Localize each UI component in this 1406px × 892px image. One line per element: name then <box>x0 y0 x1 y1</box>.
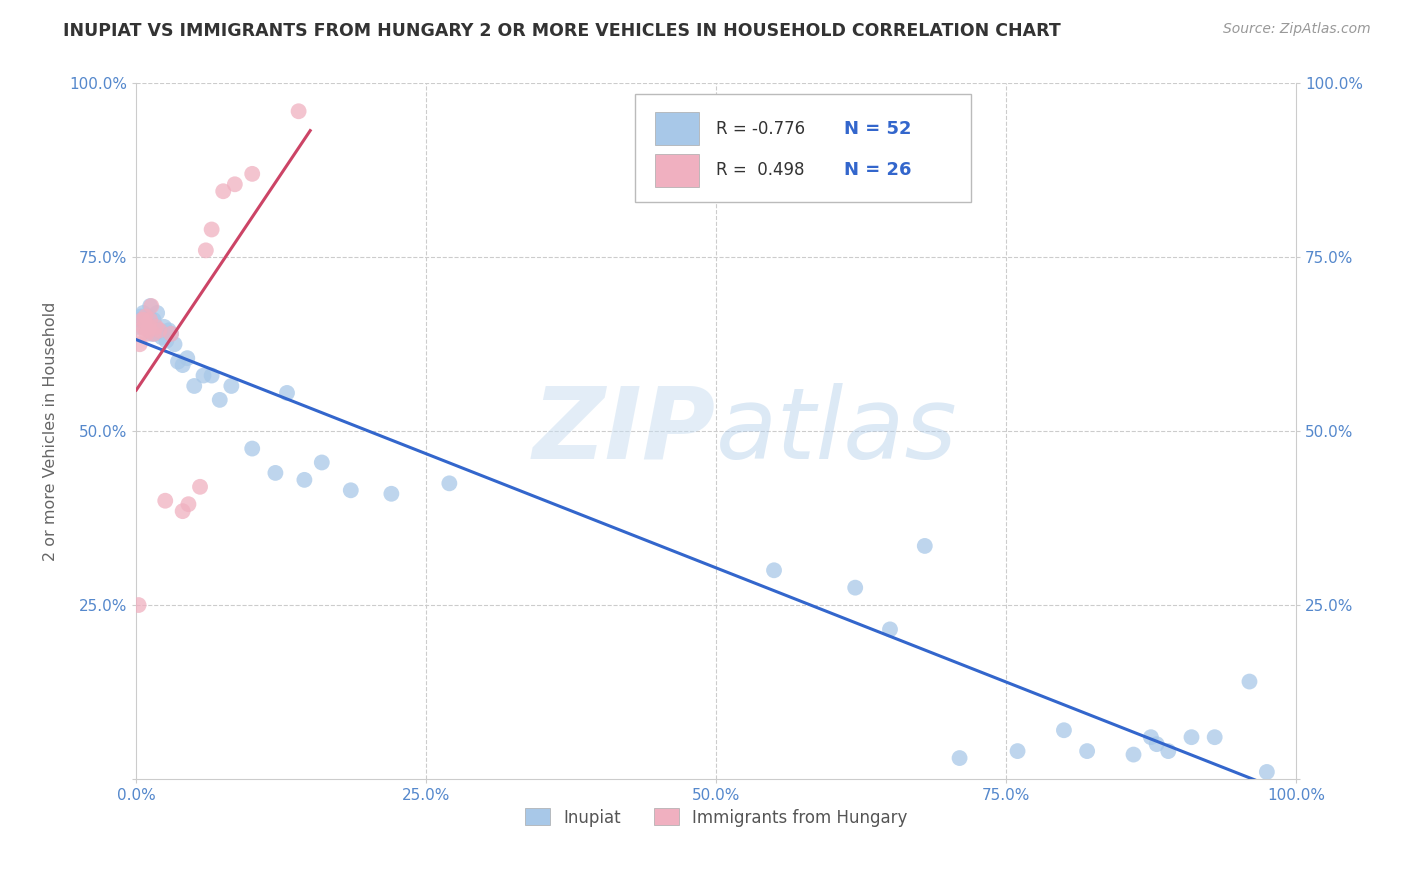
Point <box>1053 723 1076 738</box>
Point <box>153 319 176 334</box>
FancyBboxPatch shape <box>655 153 699 187</box>
Point <box>294 473 316 487</box>
Text: atlas: atlas <box>716 383 957 480</box>
Point <box>176 351 198 366</box>
Point <box>221 379 243 393</box>
Point <box>141 326 163 341</box>
Point <box>193 368 215 383</box>
Point <box>155 334 177 348</box>
Text: INUPIAT VS IMMIGRANTS FROM HUNGARY 2 OR MORE VEHICLES IN HOUSEHOLD CORRELATION C: INUPIAT VS IMMIGRANTS FROM HUNGARY 2 OR … <box>63 22 1062 40</box>
Point <box>1204 730 1226 744</box>
Point <box>135 317 157 331</box>
FancyBboxPatch shape <box>655 112 699 145</box>
Point <box>1140 730 1163 744</box>
Point <box>183 379 205 393</box>
Point <box>150 330 173 344</box>
Point <box>172 358 194 372</box>
Point <box>1076 744 1098 758</box>
Point <box>138 319 160 334</box>
Point <box>1180 730 1202 744</box>
Point <box>129 310 152 324</box>
Text: N = 26: N = 26 <box>844 161 911 179</box>
Point <box>188 480 211 494</box>
Point <box>131 313 153 327</box>
Point <box>128 319 150 334</box>
Y-axis label: 2 or more Vehicles in Household: 2 or more Vehicles in Household <box>44 301 58 561</box>
Point <box>240 167 263 181</box>
Point <box>139 299 162 313</box>
Point <box>135 310 157 324</box>
Point <box>264 466 287 480</box>
Text: ZIP: ZIP <box>533 383 716 480</box>
Point <box>148 323 170 337</box>
Point <box>287 104 309 119</box>
Point <box>155 493 177 508</box>
Point <box>139 313 162 327</box>
Text: R = -0.776: R = -0.776 <box>716 120 806 137</box>
Point <box>172 504 194 518</box>
Point <box>1239 674 1261 689</box>
Point <box>212 184 235 198</box>
Text: Source: ZipAtlas.com: Source: ZipAtlas.com <box>1223 22 1371 37</box>
Point <box>142 326 165 341</box>
FancyBboxPatch shape <box>636 94 972 202</box>
Point <box>146 306 169 320</box>
Point <box>132 306 155 320</box>
Point <box>128 598 150 612</box>
Point <box>148 323 170 337</box>
Point <box>163 337 186 351</box>
Point <box>380 487 402 501</box>
Point <box>135 326 157 341</box>
Point <box>167 354 190 368</box>
Point <box>240 442 263 456</box>
Text: R =  0.498: R = 0.498 <box>716 161 804 179</box>
Point <box>141 319 163 334</box>
Point <box>948 751 970 765</box>
Point <box>763 563 786 577</box>
Point <box>142 313 165 327</box>
Point <box>129 326 152 341</box>
Point <box>201 368 224 383</box>
Point <box>160 326 183 341</box>
Point <box>157 323 180 337</box>
Point <box>311 455 333 469</box>
Point <box>201 222 224 236</box>
Point <box>1157 744 1180 758</box>
Point <box>844 581 866 595</box>
Point <box>138 310 160 324</box>
Point <box>128 337 150 351</box>
Point <box>136 323 159 337</box>
Point <box>160 326 183 341</box>
Point <box>914 539 936 553</box>
Text: N = 52: N = 52 <box>844 120 911 137</box>
Point <box>1146 737 1168 751</box>
Point <box>1256 764 1278 779</box>
Point <box>136 319 159 334</box>
Point <box>177 497 200 511</box>
Point <box>208 392 231 407</box>
Point <box>134 313 156 327</box>
Point <box>128 313 150 327</box>
Legend: Inupiat, Immigrants from Hungary: Inupiat, Immigrants from Hungary <box>517 802 914 833</box>
Point <box>224 178 246 192</box>
Point <box>194 244 217 258</box>
Point <box>1007 744 1029 758</box>
Point <box>879 623 901 637</box>
Point <box>141 299 163 313</box>
Point <box>132 319 155 334</box>
Point <box>145 319 167 334</box>
Point <box>339 483 361 498</box>
Point <box>1122 747 1144 762</box>
Point <box>439 476 461 491</box>
Point <box>276 386 298 401</box>
Point <box>143 326 166 341</box>
